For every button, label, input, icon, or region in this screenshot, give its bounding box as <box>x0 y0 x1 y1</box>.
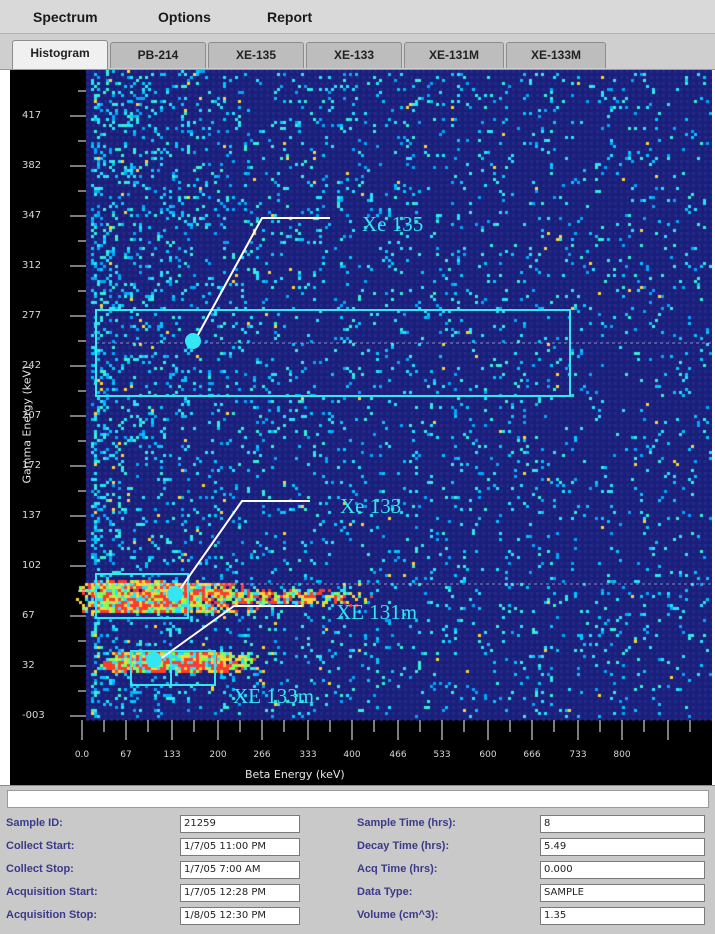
label-volume: Volume (cm^3): <box>357 909 439 921</box>
coincidence-histogram-canvas[interactable] <box>10 70 712 785</box>
field-sample-id[interactable]: 21259 <box>180 815 300 833</box>
x-tick-label: 400 <box>343 750 361 760</box>
tab-xe-133m[interactable]: XE-133M <box>506 42 606 68</box>
label-acquisition-start: Acquisition Start: <box>6 886 98 898</box>
field-collect-stop[interactable]: 1/7/05 7:00 AM <box>180 861 300 879</box>
y-tick-label: 277 <box>22 310 42 321</box>
tab-pb-214[interactable]: PB-214 <box>110 42 206 68</box>
menu-spectrum[interactable]: Spectrum <box>33 9 98 25</box>
status-field <box>7 790 709 808</box>
x-tick-label: 666 <box>523 750 541 760</box>
plot-overlay <box>70 90 712 740</box>
y-tick-label: 67 <box>22 610 35 621</box>
field-decay-time[interactable]: 5.49 <box>540 838 705 856</box>
field-collect-start[interactable]: 1/7/05 11:00 PM <box>180 838 300 856</box>
x-tick-label: 600 <box>479 750 497 760</box>
y-tick-label: 32 <box>22 660 35 671</box>
menu-report[interactable]: Report <box>267 9 313 25</box>
marker-xe-133 <box>167 586 183 602</box>
leader-xe-135 <box>193 217 330 343</box>
roi-xe-135-box[interactable] <box>95 309 571 397</box>
field-acquisition-stop[interactable]: 1/8/05 12:30 PM <box>180 907 300 925</box>
field-acquisition-start[interactable]: 1/7/05 12:28 PM <box>180 884 300 902</box>
y-tick-label: 417 <box>22 110 42 121</box>
label-decay-time: Decay Time (hrs): <box>357 840 450 852</box>
menu-bar: Spectrum Options Report <box>0 0 715 34</box>
x-tick-label: 133 <box>163 750 181 760</box>
tab-histogram[interactable]: Histogram <box>12 40 108 69</box>
x-tick-label: 67 <box>120 750 132 760</box>
field-data-type[interactable]: SAMPLE <box>540 884 705 902</box>
annotation-xe-131m: XE 131m <box>336 600 418 624</box>
roi-xe-133-box[interactable] <box>95 573 189 619</box>
y-tick-label: 242 <box>22 360 42 371</box>
x-tick-label: 800 <box>613 750 631 760</box>
y-tick-label: -003 <box>22 710 45 721</box>
menu-options[interactable]: Options <box>158 9 211 25</box>
roi-xe-133m-box[interactable] <box>170 650 216 686</box>
tab-xe-131m[interactable]: XE-131M <box>404 42 504 68</box>
x-tick-label: 733 <box>569 750 587 760</box>
label-collect-start: Collect Start: <box>6 840 75 852</box>
y-tick-label: 172 <box>22 460 42 471</box>
tab-xe-133[interactable]: XE-133 <box>306 42 402 68</box>
histogram-plot[interactable]: 417 382 347 312 277 242 207 172 137 102 … <box>10 70 712 785</box>
label-data-type: Data Type: <box>357 886 413 898</box>
field-sample-time[interactable]: 8 <box>540 815 705 833</box>
x-tick-label: 533 <box>433 750 451 760</box>
y-tick-label: 207 <box>22 410 42 421</box>
y-tick-label: 347 <box>22 210 42 221</box>
x-tick-label: 266 <box>253 750 271 760</box>
x-tick-label: 466 <box>389 750 407 760</box>
y-tick-label: 137 <box>22 510 42 521</box>
y-tick-label: 312 <box>22 260 42 271</box>
leader-xe-133 <box>175 500 310 596</box>
x-tick-label: 333 <box>299 750 317 760</box>
annotation-xe-133m: XE 133m <box>233 684 315 708</box>
tab-strip: Histogram PB-214 XE-135 XE-133 XE-131M X… <box>0 34 715 70</box>
label-acq-time: Acq Time (hrs): <box>357 863 438 875</box>
y-axis-title: Gamma Energy (keV) <box>20 365 34 484</box>
label-sample-time: Sample Time (hrs): <box>357 817 456 829</box>
field-volume[interactable]: 1.35 <box>540 907 705 925</box>
tab-xe-135[interactable]: XE-135 <box>208 42 304 68</box>
x-axis-title: Beta Energy (keV) <box>245 768 345 781</box>
label-collect-stop: Collect Stop: <box>6 863 74 875</box>
label-sample-id: Sample ID: <box>6 817 63 829</box>
annotation-xe-133: Xe 133 <box>340 494 402 518</box>
y-tick-label: 382 <box>22 160 42 171</box>
field-acq-time[interactable]: 0.000 <box>540 861 705 879</box>
x-tick-label: 200 <box>209 750 227 760</box>
label-acquisition-stop: Acquisition Stop: <box>6 909 98 921</box>
x-tick-label: 0.0 <box>74 750 90 760</box>
y-tick-label: 102 <box>22 560 42 571</box>
marker-xe-131m <box>146 652 162 668</box>
sample-info-panel: Sample ID: 21259 Collect Start: 1/7/05 1… <box>0 785 715 934</box>
annotation-xe-135: Xe 135 <box>362 212 424 236</box>
marker-xe-135 <box>185 333 201 349</box>
leader-xe-131m <box>155 605 302 663</box>
